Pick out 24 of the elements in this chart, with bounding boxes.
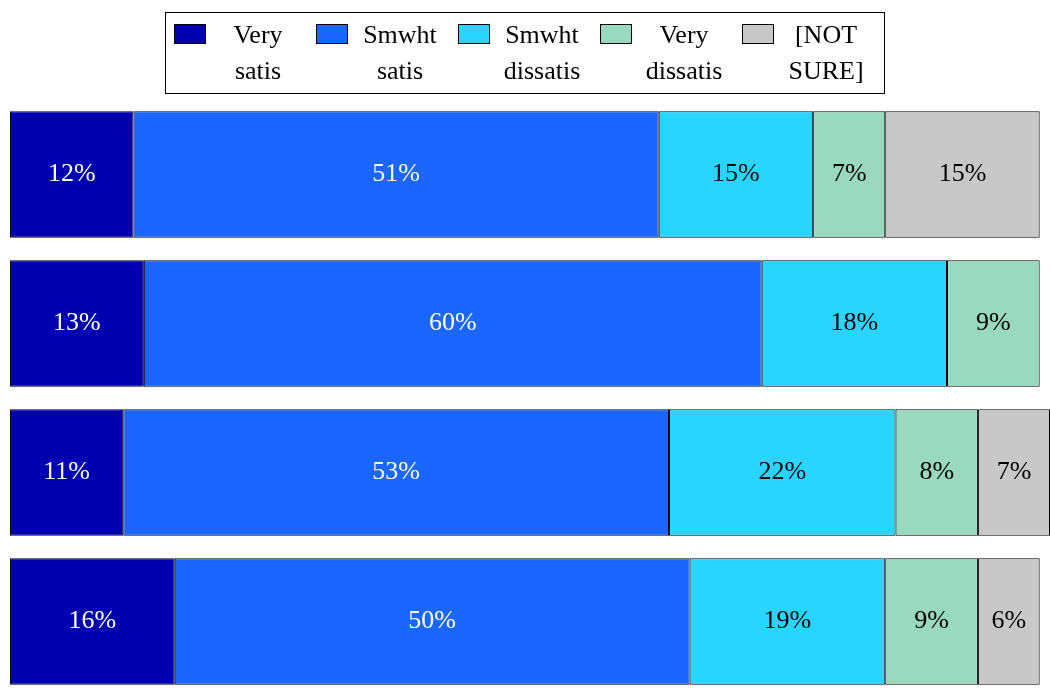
data-label: 18% <box>830 307 879 337</box>
data-label: 50% <box>408 605 457 635</box>
data-label: 15% <box>712 158 760 188</box>
data-label: 13% <box>53 307 101 337</box>
data-label: 6% <box>991 605 1027 635</box>
data-label: 11% <box>43 456 90 486</box>
data-label: 7% <box>996 456 1032 486</box>
data-label: 22% <box>758 456 807 486</box>
legend-label: Very satis <box>232 19 284 87</box>
data-label: 53% <box>372 456 420 486</box>
data-label: 8% <box>919 456 955 486</box>
legend-label: [NOT SURE] <box>787 19 865 87</box>
data-label: 19% <box>763 605 812 635</box>
data-label: 12% <box>47 158 96 188</box>
data-label: 9% <box>914 605 949 635</box>
data-label: 60% <box>428 307 477 337</box>
data-label: 16% <box>68 605 117 635</box>
legend-label: Very dissatis <box>644 19 724 87</box>
data-label: 15% <box>938 158 987 188</box>
series-label: Smwht satis <box>362 19 438 87</box>
data-label: 7% <box>831 158 867 188</box>
data-label: 51% <box>372 158 420 188</box>
legend-label: Smwht dissatis <box>502 19 582 87</box>
data-label: 9% <box>976 307 1011 337</box>
